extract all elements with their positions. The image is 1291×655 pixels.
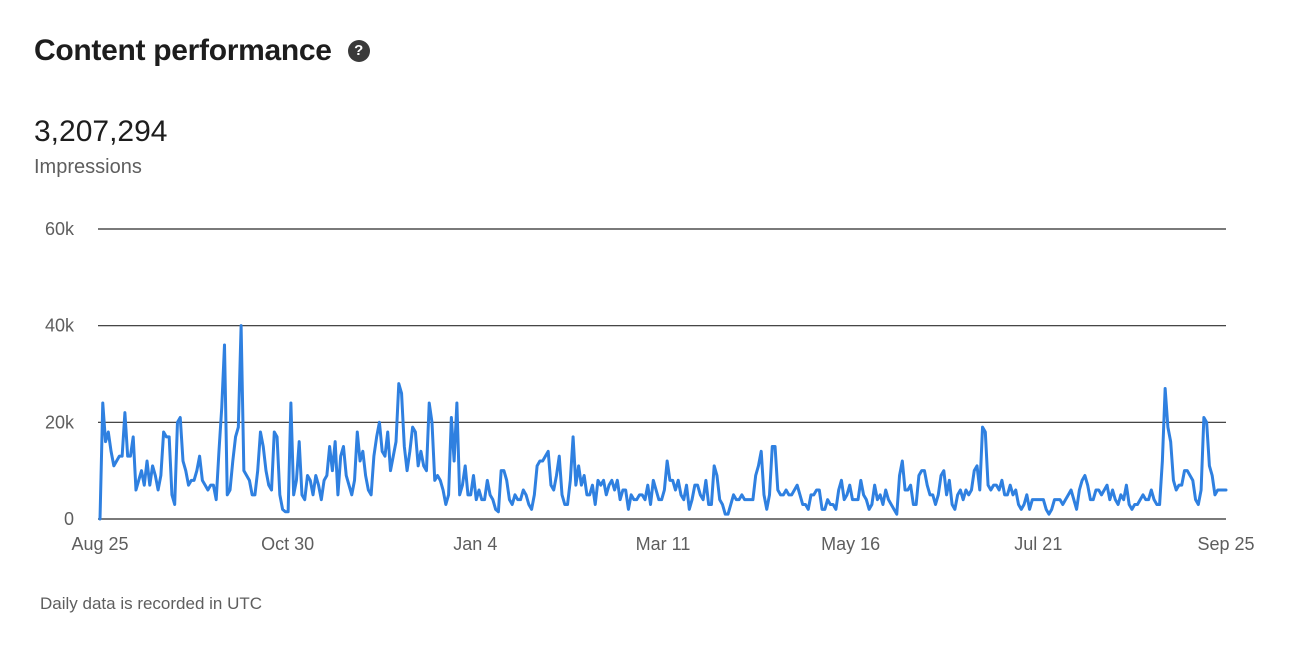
x-tick-label: Mar 11 (636, 534, 691, 554)
y-tick-label: 40k (45, 316, 75, 336)
card-header: Content performance ? (34, 34, 370, 68)
card-title: Content performance (34, 34, 332, 67)
x-tick-label: May 16 (821, 534, 880, 554)
x-tick-label: Oct 30 (261, 534, 314, 554)
impressions-series-line (98, 324, 1228, 521)
x-tick-label: Jul 21 (1014, 534, 1062, 554)
utc-footnote: Daily data is recorded in UTC (40, 594, 263, 613)
question-circle-icon[interactable]: ? (347, 40, 370, 62)
x-tick-label: Jan 4 (453, 534, 497, 554)
x-tick-label: Sep 25 (1197, 534, 1254, 554)
impressions-label: Impressions (34, 156, 142, 178)
y-tick-label: 60k (45, 219, 75, 239)
impressions-line-chart: 0 20k 40k 60k Aug 25 Oct 30 Jan 4 Mar 11 May 16 J… (45, 219, 1255, 554)
x-tick-label: Aug 25 (71, 534, 128, 554)
impressions-value: 3,207,294 (34, 115, 168, 148)
y-tick-label: 20k (45, 412, 75, 432)
y-tick-label: 0 (64, 509, 74, 529)
